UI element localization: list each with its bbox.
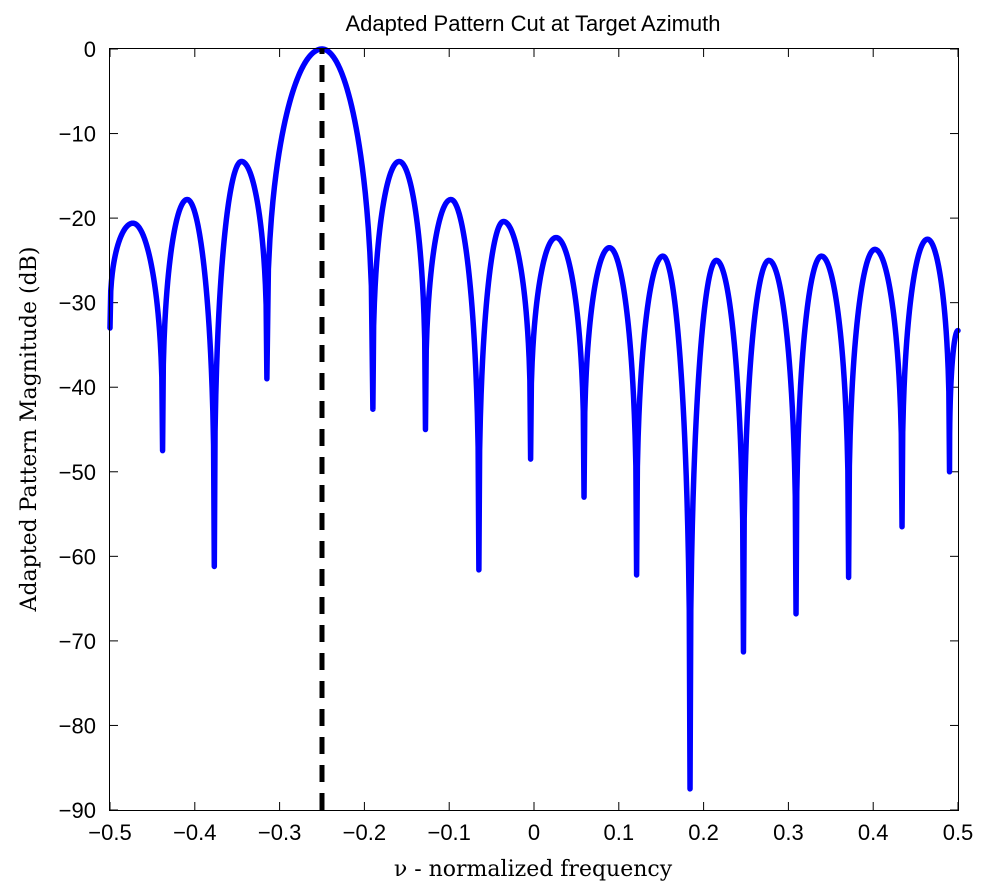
chart-title: Adapted Pattern Cut at Target Azimuth — [345, 11, 720, 36]
y-tick-label-2: −20 — [59, 206, 96, 231]
x-tick-label-2: −0.3 — [258, 820, 301, 845]
y-tick-label-3: −30 — [59, 291, 96, 316]
x-tick-label-1: −0.4 — [173, 820, 216, 845]
x-tick-label-10: 0.5 — [943, 820, 974, 845]
y-tick-label-8: −80 — [59, 713, 96, 738]
x-axis-ticks: −0.5 −0.4 −0.3 −0.2 −0.1 0 0.1 0.2 0.3 0.4 0.5 — [88, 49, 973, 845]
x-tick-label-5: 0 — [528, 820, 540, 845]
y-tick-label-4: −40 — [59, 375, 96, 400]
y-tick-label-6: −60 — [59, 544, 96, 569]
y-tick-label-0: 0 — [84, 37, 96, 62]
x-tick-label-3: −0.2 — [343, 820, 386, 845]
y-axis-ticks: 0 −10 −20 −30 −40 −50 −60 −70 −80 −90 — [59, 37, 958, 823]
y-axis-label: Adapted Pattern Magnitude (dB) — [17, 247, 42, 613]
plot-area-frame — [109, 48, 959, 811]
x-tick-label-7: 0.2 — [688, 820, 719, 845]
y-tick-label-5: −50 — [59, 460, 96, 485]
x-axis-label: ν - normalized frequency — [394, 857, 673, 882]
x-tick-label-6: 0.1 — [604, 820, 635, 845]
main-pattern-series-line — [107, 46, 961, 792]
y-tick-label-7: −70 — [59, 629, 96, 654]
y-tick-label-9: −90 — [59, 798, 96, 823]
x-tick-label-0: −0.5 — [88, 820, 131, 845]
x-tick-label-4: −0.1 — [427, 820, 470, 845]
x-tick-label-8: 0.3 — [773, 820, 804, 845]
y-tick-label-1: −10 — [59, 122, 96, 147]
x-tick-label-9: 0.4 — [858, 820, 889, 845]
